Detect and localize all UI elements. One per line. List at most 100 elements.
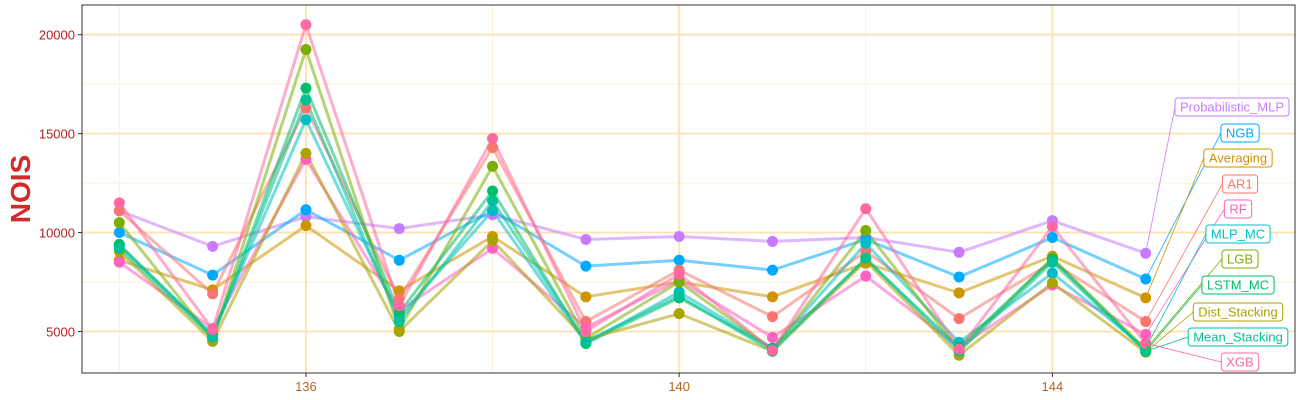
series-label-text: NGB — [1226, 126, 1254, 141]
data-point — [1046, 231, 1058, 243]
series-label: NGB — [1145, 123, 1260, 280]
data-point — [673, 268, 685, 280]
series-line — [118, 23, 1147, 352]
label-connector — [1145, 183, 1223, 322]
label-box — [1220, 123, 1260, 143]
label-box — [1201, 275, 1275, 295]
data-point — [953, 343, 965, 355]
series-label: Probabilistic_MLP — [1145, 97, 1290, 254]
axes: 136 140 144 5000 10000 15000 20000 — [39, 28, 1063, 394]
data-point — [673, 230, 685, 242]
data-point — [487, 133, 499, 145]
x-tick-label: 144 — [1042, 379, 1064, 394]
label-box — [1192, 302, 1284, 322]
label-connector — [1145, 106, 1176, 254]
data-point — [393, 223, 405, 235]
data-point — [393, 325, 405, 337]
data-point — [487, 185, 499, 197]
data-point — [300, 82, 312, 94]
data-point — [860, 252, 872, 264]
data-point — [673, 290, 685, 302]
data-point — [487, 234, 499, 246]
label-box — [1203, 148, 1273, 168]
series-label-text: AR1 — [1227, 177, 1252, 192]
label-connector — [1145, 258, 1223, 350]
label-connector — [1145, 233, 1207, 349]
data-point — [207, 323, 219, 335]
data-point — [487, 141, 499, 153]
series-label-text: Mean_Stacking — [1193, 330, 1283, 345]
gridlines — [82, 5, 1295, 373]
series-label: AR1 — [1145, 174, 1259, 322]
y-tick-label: 10000 — [39, 226, 75, 241]
data-point — [393, 316, 405, 328]
label-box — [1205, 224, 1271, 244]
data-point — [953, 287, 965, 299]
label-box — [1187, 327, 1289, 347]
data-point — [860, 203, 872, 215]
data-point — [113, 205, 125, 217]
label-connector — [1145, 342, 1222, 363]
label-box — [1221, 249, 1259, 269]
label-connector — [1145, 336, 1189, 352]
data-point — [487, 242, 499, 254]
series-label-text: LGB — [1227, 252, 1253, 267]
data-point — [766, 264, 778, 276]
series-label-text: MLP_MC — [1211, 227, 1265, 242]
data-point — [300, 102, 312, 114]
data-point — [673, 254, 685, 266]
series-label-text: XGB — [1226, 355, 1253, 370]
series-label-text: RF — [1229, 202, 1246, 217]
data-point — [1140, 247, 1152, 259]
plot-border — [81, 4, 1296, 374]
series-label: LGB — [1145, 249, 1259, 350]
data-point — [300, 147, 312, 159]
data-point — [580, 260, 592, 272]
data-point — [766, 291, 778, 303]
data-point — [113, 227, 125, 239]
data-point — [673, 276, 685, 288]
data-point — [1046, 277, 1058, 289]
label-connector — [1145, 284, 1203, 352]
data-point — [1046, 221, 1058, 233]
series-label-text: Probabilistic_MLP — [1180, 100, 1284, 115]
data-point — [766, 331, 778, 343]
data-point — [113, 256, 125, 268]
data-point — [766, 344, 778, 356]
data-point — [393, 300, 405, 312]
data-point — [300, 94, 312, 106]
data-point — [953, 313, 965, 325]
y-tick-label: 15000 — [39, 127, 75, 142]
data-point — [766, 235, 778, 247]
series-label-text: Averaging — [1209, 151, 1267, 166]
data-point — [393, 254, 405, 266]
series-label: MLP_MC — [1145, 224, 1271, 349]
series-label: LSTM_MC — [1145, 275, 1275, 352]
series-line — [118, 208, 1147, 281]
data-point — [300, 114, 312, 126]
data-point — [860, 270, 872, 282]
label-box — [1174, 97, 1290, 117]
data-point — [300, 44, 312, 56]
data-point — [113, 197, 125, 209]
series-label-text: Dist_Stacking — [1198, 305, 1277, 320]
data-point — [487, 205, 499, 217]
series-label: Mean_Stacking — [1145, 327, 1289, 352]
data-point — [207, 288, 219, 300]
x-tick-label: 140 — [668, 379, 690, 394]
data-point — [580, 325, 592, 337]
label-box — [1221, 174, 1259, 194]
data-point — [953, 246, 965, 258]
series-line — [118, 86, 1147, 353]
series-line — [118, 98, 1147, 353]
data-point — [580, 233, 592, 245]
series-lines — [118, 23, 1147, 357]
series-label: Averaging — [1145, 148, 1273, 298]
data-point — [207, 331, 219, 343]
data-point — [860, 225, 872, 237]
data-point — [1046, 267, 1058, 279]
series-line — [118, 151, 1147, 357]
series-label: XGB — [1145, 342, 1260, 372]
y-tick-label: 20000 — [39, 28, 75, 43]
data-point — [487, 160, 499, 172]
